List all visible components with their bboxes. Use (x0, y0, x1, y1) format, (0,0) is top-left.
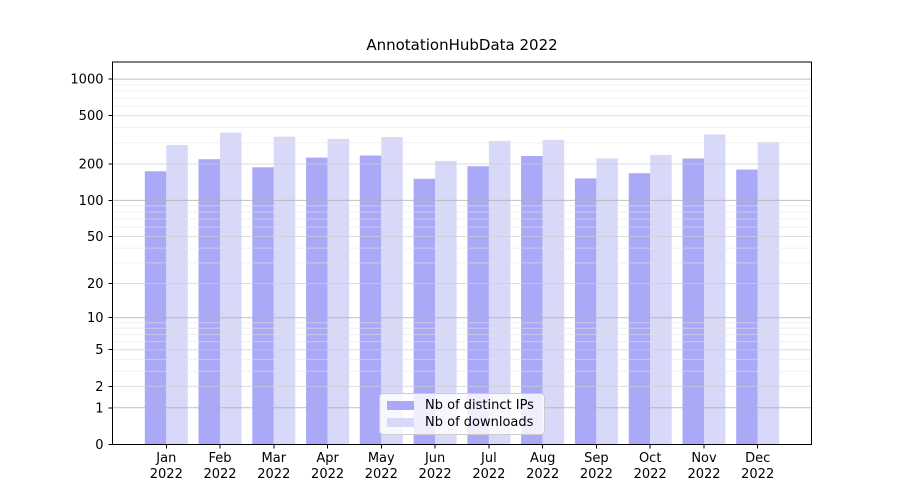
x-tick-label-apr: Apr (316, 451, 339, 466)
x-tick-label-dec: Dec (745, 451, 770, 466)
bar-nb-of-downloads-feb (220, 132, 242, 445)
bar-nb-of-downloads-nov (704, 134, 726, 445)
x-tick-year-feb: 2022 (203, 467, 236, 482)
x-tick-year-dec: 2022 (741, 467, 774, 482)
bar-nb-of-distinct-ips-aug (521, 156, 543, 445)
legend-swatch-distinct-ips (387, 401, 414, 410)
bar-nb-of-distinct-ips-mar (252, 167, 274, 445)
x-tick-year-sep: 2022 (580, 467, 613, 482)
x-tick-label-may: May (368, 451, 395, 466)
plot-frame (112, 61, 812, 445)
legend-label-downloads: Nb of downloads (425, 415, 534, 430)
x-tick-year-may: 2022 (365, 467, 398, 482)
x-tick-label-mar: Mar (262, 451, 287, 466)
x-tick-year-jul: 2022 (472, 467, 505, 482)
legend-swatch-downloads (387, 418, 414, 427)
bar-nb-of-downloads-dec (757, 142, 780, 445)
x-tick-label-feb: Feb (208, 451, 231, 466)
x-tick-year-jun: 2022 (419, 467, 452, 482)
bar-nb-of-downloads-jun (435, 160, 457, 445)
x-tick-label-aug: Aug (530, 451, 555, 466)
y-tick-label-200: 200 (79, 158, 104, 173)
bar-nb-of-downloads-apr (327, 138, 350, 445)
y-tick-label-1: 1 (95, 401, 103, 416)
bar-nb-of-downloads-mar (273, 136, 296, 445)
x-tick-year-oct: 2022 (634, 467, 667, 482)
bar-nb-of-distinct-ips-jan (144, 171, 167, 445)
bar-nb-of-distinct-ips-may (359, 155, 382, 445)
y-tick-label-20: 20 (87, 277, 104, 292)
bar-nb-of-downloads-aug (542, 139, 565, 445)
bar-nb-of-distinct-ips-jun (413, 178, 436, 445)
legend-label-distinct-ips: Nb of distinct IPs (425, 398, 534, 413)
bar-nb-of-distinct-ips-feb (198, 159, 220, 445)
bar-nb-of-distinct-ips-jul (467, 166, 489, 445)
x-tick-label-jun: Jun (424, 451, 445, 466)
bar-nb-of-downloads-may (381, 137, 403, 445)
bar-nb-of-distinct-ips-nov (682, 158, 704, 445)
x-tick-label-nov: Nov (691, 451, 717, 466)
legend-item-downloads: Nb of downloads (387, 415, 537, 430)
y-tick-label-10: 10 (87, 311, 104, 326)
y-tick-label-500: 500 (79, 109, 104, 124)
x-tick-year-aug: 2022 (526, 467, 559, 482)
y-tick-label-1000: 1000 (70, 73, 103, 88)
y-tick-label-5: 5 (95, 343, 103, 358)
y-tick-label-2: 2 (95, 380, 103, 395)
bar-nb-of-distinct-ips-apr (306, 157, 328, 445)
bar-nb-of-distinct-ips-sep (574, 178, 597, 445)
x-tick-year-apr: 2022 (311, 467, 344, 482)
bar-nb-of-downloads-jan (166, 145, 188, 445)
y-tick-label-50: 50 (87, 230, 104, 245)
x-tick-label-oct: Oct (639, 451, 661, 466)
x-tick-year-nov: 2022 (687, 467, 720, 482)
x-tick-year-mar: 2022 (257, 467, 290, 482)
x-tick-label-jul: Jul (480, 451, 497, 466)
bar-nb-of-downloads-sep (596, 158, 618, 445)
legend-item-distinct-ips: Nb of distinct IPs (387, 398, 537, 413)
bar-nb-of-distinct-ips-dec (736, 169, 758, 445)
x-tick-label-jan: Jan (155, 451, 176, 466)
y-tick-label-0: 0 (95, 438, 103, 453)
y-tick-label-100: 100 (79, 194, 104, 209)
bar-nb-of-distinct-ips-oct (628, 173, 651, 445)
legend: Nb of distinct IPs Nb of downloads (379, 393, 545, 435)
x-tick-year-jan: 2022 (150, 467, 183, 482)
bar-nb-of-downloads-oct (650, 154, 672, 445)
x-tick-label-sep: Sep (584, 451, 609, 466)
bar-nb-of-downloads-jul (488, 140, 511, 445)
chart-title: AnnotationHubData 2022 (366, 36, 558, 54)
